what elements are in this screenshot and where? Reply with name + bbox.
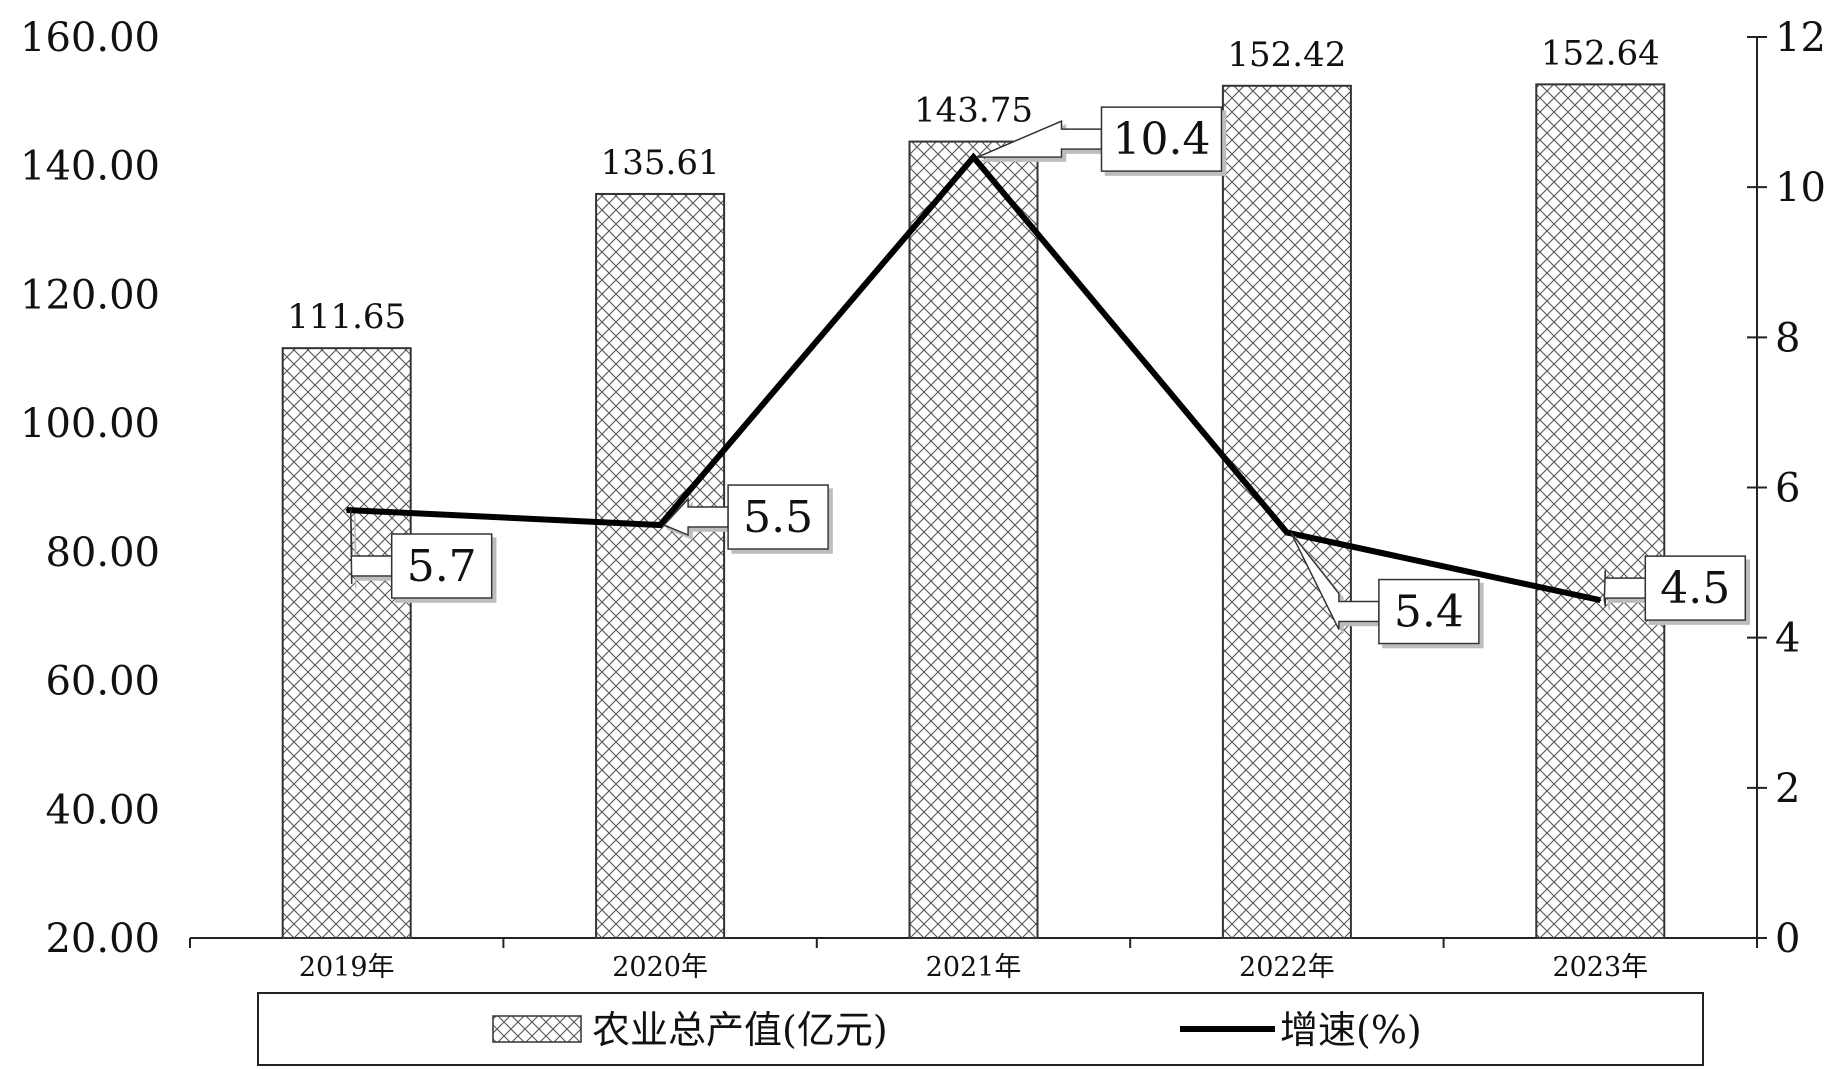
line-point: [1599, 599, 1602, 602]
callout-box: [727, 484, 829, 550]
callout-arrow: [977, 119, 1103, 158]
axes: 2019年 2020年 2021年 2022年 2023年 20.00 40.00 60.00…: [20, 15, 1826, 983]
bar-value-label: 111.65: [287, 297, 406, 337]
bar: [1535, 83, 1666, 939]
line-point: [972, 156, 975, 159]
callout-value: 5.7: [407, 541, 477, 592]
callout-value: 10.4: [1113, 114, 1211, 165]
callout-value: 5.4: [1394, 587, 1464, 638]
callout-arrow: [349, 510, 393, 585]
bar-value-label: 135.61: [601, 143, 720, 183]
legend-label-line: 增速(%): [1280, 1008, 1422, 1052]
legend-swatch-bar: [492, 1015, 582, 1043]
legend: 农业总产值(亿元) 增速(%): [257, 992, 1704, 1066]
line-value-callout: 5.4: [1290, 532, 1480, 645]
callout-arrow: [662, 497, 729, 537]
right-y-tick-label: 8: [1775, 315, 1800, 361]
left-y-tick-label: 40.00: [45, 787, 160, 833]
line-point: [1285, 531, 1288, 534]
line-value-callout: 5.5: [662, 484, 829, 550]
bar-labels: 111.65 135.61 143.75 152.42 152.64: [287, 33, 1660, 337]
line-labels: 5.7 5.5 10.4 5.4 4.5: [349, 106, 1747, 645]
line-value-callout: 10.4: [977, 106, 1223, 172]
x-tick-label: 2023年: [1552, 952, 1648, 983]
right-y-tick-label: 6: [1775, 466, 1800, 512]
x-tick-label: 2022年: [1239, 952, 1335, 983]
right-y-tick-label: 10: [1775, 165, 1826, 211]
bar-value-label: 152.64: [1541, 33, 1660, 73]
line-series: [345, 152, 1602, 604]
right-y-tick-label: 4: [1775, 616, 1800, 662]
legend-label-bar: 农业总产值(亿元): [592, 1008, 888, 1052]
bar-value-label: 143.75: [914, 91, 1033, 131]
left-y-tick-label: 20.00: [45, 916, 160, 962]
bar: [1221, 84, 1352, 939]
line-value-callout: 5.7: [349, 510, 493, 599]
left-y-tick-label: 60.00: [45, 659, 160, 705]
callout-box: [1378, 578, 1480, 645]
x-tick-label: 2021年: [926, 952, 1022, 983]
bar-series: [281, 83, 1666, 940]
left-y-tick-label: 140.00: [20, 144, 160, 190]
left-y-tick-label: 120.00: [20, 272, 160, 318]
right-y-tick-label: 2: [1775, 766, 1800, 812]
line-point: [345, 509, 348, 512]
bar: [595, 192, 726, 940]
callout-arrow: [1290, 532, 1380, 630]
callout-box: [1100, 106, 1223, 172]
callout-value: 4.5: [1660, 563, 1730, 614]
left-y-tick-label: 100.00: [20, 401, 160, 447]
callout-value: 5.5: [743, 492, 813, 543]
x-tick-label: 2019年: [299, 952, 395, 983]
left-y-tick-label: 160.00: [20, 15, 160, 61]
x-tick-label: 2020年: [612, 952, 708, 983]
line-value-callout: 4.5: [1603, 555, 1747, 621]
callout-arrow: [1603, 570, 1647, 607]
callout-box: [1644, 555, 1747, 621]
right-y-tick-label: 0: [1775, 916, 1800, 962]
callout-box: [390, 533, 493, 599]
legend-box: [257, 992, 1704, 1066]
left-y-tick-label: 80.00: [45, 530, 160, 576]
bar: [908, 140, 1039, 939]
line-point: [659, 524, 662, 527]
bar: [281, 347, 412, 939]
right-y-tick-label: 12: [1775, 15, 1826, 61]
bar-value-label: 152.42: [1227, 35, 1346, 75]
